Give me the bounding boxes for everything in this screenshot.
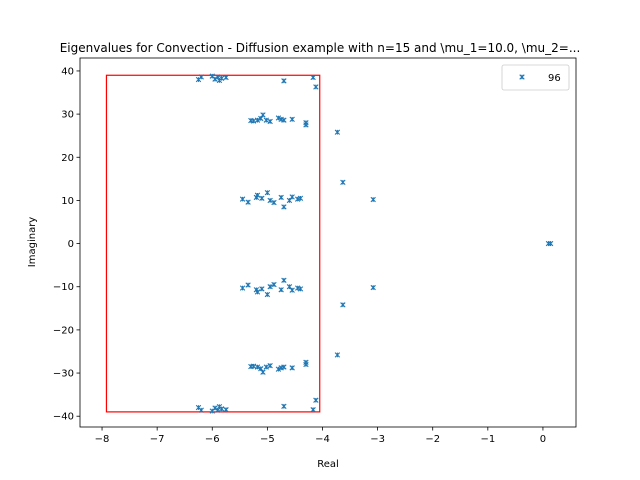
x-tick-label: −1 (480, 434, 495, 445)
y-tick-label: 10 (61, 196, 74, 207)
data-point (297, 286, 304, 292)
y-tick-label: −30 (53, 369, 74, 380)
legend: 96 (501, 64, 570, 91)
data-point (281, 403, 287, 409)
x-tick-label: −6 (205, 434, 220, 445)
data-point (245, 282, 251, 288)
data-point (264, 291, 271, 298)
data-point (267, 197, 273, 204)
data-point (263, 117, 269, 123)
data-point (313, 84, 319, 90)
data-point (303, 122, 309, 128)
data-point (218, 406, 225, 412)
data-point (259, 195, 265, 201)
data-point (310, 74, 316, 81)
data-point (281, 117, 287, 123)
data-point (340, 302, 346, 308)
data-point (278, 287, 284, 293)
data-point (223, 74, 229, 81)
plot-area (105, 73, 554, 414)
data-point (289, 287, 295, 293)
data-point (370, 284, 376, 291)
data-point (334, 352, 341, 358)
data-point (218, 75, 225, 81)
legend-label: 96 (548, 73, 561, 84)
legend-box (501, 64, 570, 91)
data-point (303, 359, 309, 365)
data-point (289, 194, 295, 200)
data-point (313, 397, 319, 403)
legend-marker-icon (519, 74, 525, 80)
data-point (254, 117, 261, 123)
x-tick-label: −8 (95, 434, 110, 445)
legend-marker-glyph (519, 74, 525, 80)
data-point (547, 240, 554, 247)
y-axis-label: Imaginary (27, 217, 38, 268)
data-point (264, 189, 271, 196)
axes-frame (79, 57, 577, 428)
data-point (334, 129, 341, 135)
data-point (289, 116, 295, 122)
data-point (281, 364, 287, 370)
y-tick-label: 40 (61, 66, 74, 77)
data-point (223, 407, 229, 413)
data-point (260, 112, 266, 118)
data-point (278, 194, 284, 201)
data-point (254, 364, 261, 370)
data-point (254, 192, 261, 198)
data-point (260, 369, 266, 375)
x-tick-label: −7 (150, 434, 165, 445)
x-tick-label: 0 (540, 434, 546, 445)
data-point (263, 364, 269, 370)
data-point (267, 363, 273, 369)
x-tick-label: −2 (425, 434, 440, 445)
chart-title: Eigenvalues for Convection - Diffusion e… (60, 41, 581, 55)
data-point (281, 204, 287, 210)
data-point (275, 115, 282, 121)
data-point (271, 281, 277, 288)
x-axis-label: Real (317, 459, 339, 470)
y-tick-label: −20 (53, 325, 74, 336)
y-tick-label: 20 (61, 153, 74, 164)
y-tick-label: −40 (53, 412, 74, 423)
data-point (340, 179, 346, 185)
y-tick-label: 30 (61, 110, 74, 121)
data-point (310, 407, 316, 413)
x-tick-label: −5 (260, 434, 275, 445)
data-point (198, 74, 204, 80)
data-point (370, 196, 376, 203)
data-point (267, 118, 273, 125)
data-point (271, 199, 277, 206)
y-tick-label: 0 (68, 239, 74, 250)
data-point (267, 284, 273, 290)
data-point (198, 407, 204, 413)
data-point (239, 285, 246, 291)
y-tick-label: −10 (53, 282, 74, 293)
data-point (245, 199, 251, 205)
data-point (250, 363, 257, 369)
data-point (289, 365, 295, 371)
x-tick-label: −3 (370, 434, 385, 445)
data-point (281, 277, 287, 283)
x-tick-label: −4 (315, 434, 330, 445)
data-point (275, 366, 282, 372)
data-point (239, 196, 246, 202)
data-point (297, 195, 304, 201)
data-point (254, 289, 261, 295)
data-point (250, 118, 257, 124)
data-point (259, 286, 265, 292)
data-point (281, 78, 287, 84)
